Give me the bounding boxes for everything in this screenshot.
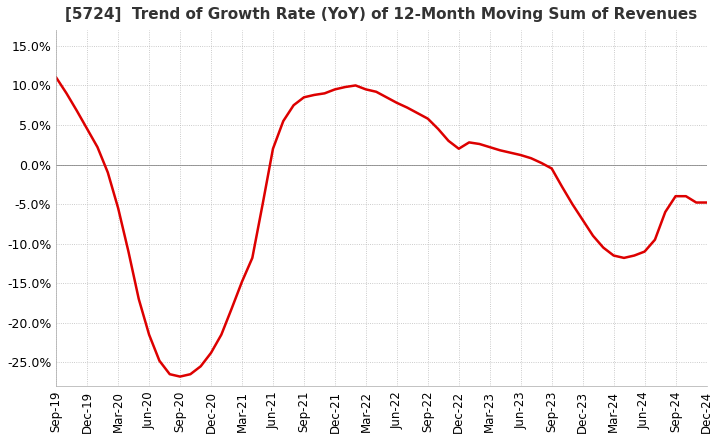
Title: [5724]  Trend of Growth Rate (YoY) of 12-Month Moving Sum of Revenues: [5724] Trend of Growth Rate (YoY) of 12-… bbox=[66, 7, 698, 22]
